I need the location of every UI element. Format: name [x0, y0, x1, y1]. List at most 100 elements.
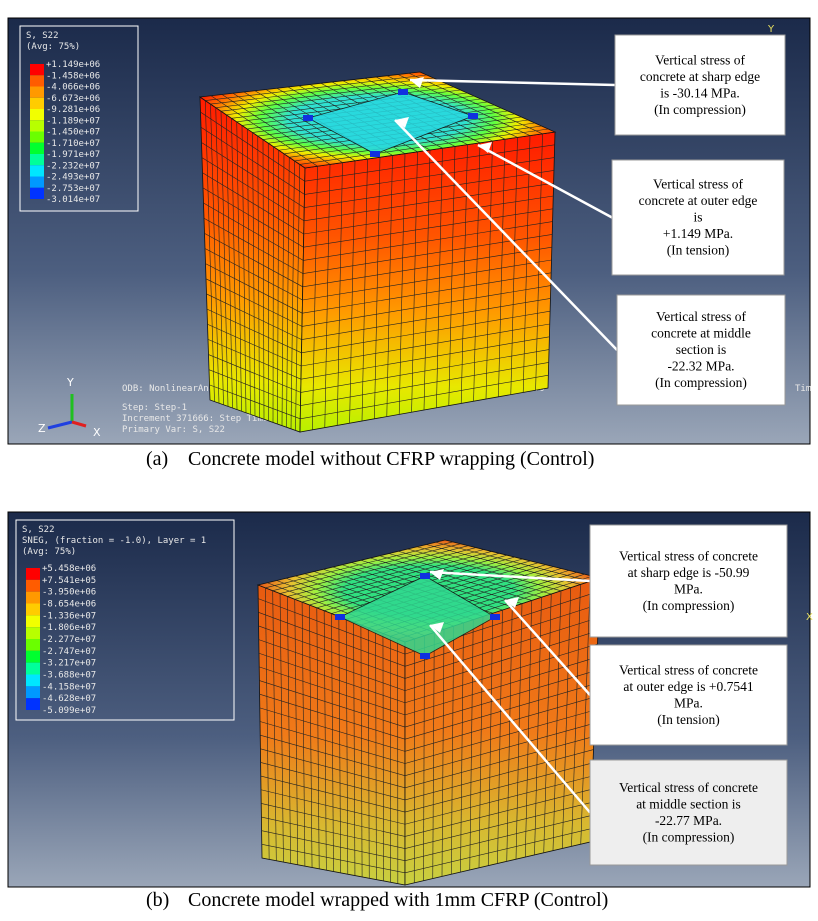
step-line: Primary Var: S, S22	[122, 425, 225, 435]
legend-swatch	[26, 627, 40, 639]
legend-value: -1.450e+07	[46, 128, 100, 138]
callout-text: at middle section is	[636, 796, 741, 811]
callout-text: (In tension)	[667, 243, 730, 258]
legend-value: -1.806e+07	[42, 623, 96, 633]
legend-swatch	[26, 568, 40, 580]
legend-swatch	[30, 87, 44, 98]
callout-text: +1.149 MPa.	[663, 226, 733, 241]
legend-value: -1.458e+06	[46, 71, 100, 81]
legend-value: -2.493e+07	[46, 173, 100, 183]
corner-node	[335, 614, 345, 620]
corner-node	[303, 115, 313, 121]
corner-node	[490, 614, 500, 620]
legend-header: SNEG, (fraction = -1.0), Layer = 1	[22, 536, 206, 546]
callout-text: (In compression)	[643, 829, 735, 844]
legend-swatch	[30, 98, 44, 109]
legend-swatch	[26, 675, 40, 687]
legend-swatch	[26, 580, 40, 592]
legend-swatch	[30, 132, 44, 143]
corner-axis-label: X	[806, 612, 813, 623]
callout-text: concrete at middle	[651, 326, 751, 341]
caption-text: Concrete model wrapped with 1mm CFRP (Co…	[188, 889, 608, 911]
corner-node	[420, 573, 430, 579]
legend-value: -2.232e+07	[46, 161, 100, 171]
callout-text: Vertical stress of concrete	[619, 662, 758, 677]
step-line: Step: Step-1	[122, 403, 187, 413]
corner-axis-label: Y	[767, 24, 775, 35]
legend-value: -1.971e+07	[46, 150, 100, 160]
callout-text: is -30.14 MPa.	[660, 85, 740, 100]
callout-text: -22.77 MPa.	[655, 813, 722, 828]
caption-label: (a)	[146, 448, 168, 470]
legend-swatch	[30, 143, 44, 154]
legend-value: -2.753e+07	[46, 184, 100, 194]
legend-value: +5.458e+06	[42, 564, 96, 574]
legend-value: -4.628e+07	[42, 694, 96, 704]
legend-swatch	[26, 615, 40, 627]
callout-text: (In compression)	[654, 102, 746, 117]
legend-swatch	[30, 120, 44, 131]
legend-swatch	[26, 639, 40, 651]
callout-text: concrete at sharp edge	[640, 69, 760, 84]
legend-value: -1.189e+07	[46, 116, 100, 126]
legend-swatch	[26, 686, 40, 698]
legend-swatch	[30, 154, 44, 165]
legend-value: -8.654e+06	[42, 600, 96, 610]
callout-text: Vertical stress of concrete	[619, 780, 758, 795]
corner-node	[398, 89, 408, 95]
callout-text: Vertical stress of	[653, 177, 743, 192]
legend-value: -5.099e+07	[42, 706, 96, 716]
legend-value: -9.281e+06	[46, 105, 100, 115]
corner-node	[370, 151, 380, 157]
legend-header: (Avg: 75%)	[26, 42, 80, 52]
legend-header: S, S22	[22, 525, 55, 535]
callout-text: MPa.	[674, 695, 703, 710]
callout-text: (In tension)	[657, 712, 720, 727]
callout-text: Vertical stress of	[655, 52, 745, 67]
callout-text: at sharp edge is -50.99	[628, 565, 750, 580]
triad-label: Y	[66, 376, 74, 389]
legend-value: -4.158e+07	[42, 682, 96, 692]
legend-swatch	[26, 663, 40, 675]
legend-swatch	[26, 604, 40, 616]
callout-text: -22.32 MPa.	[667, 359, 734, 374]
legend-swatch	[30, 165, 44, 176]
callout-text: is	[693, 210, 702, 225]
corner-node	[468, 113, 478, 119]
legend-value: -2.747e+07	[42, 647, 96, 657]
legend-value: -2.277e+07	[42, 635, 96, 645]
callout-text: (In compression)	[643, 598, 735, 613]
figure: ODB: NonlinearAnalysis_ControlModel.odb …	[0, 0, 818, 921]
legend-header: (Avg: 75%)	[22, 547, 76, 557]
legend-swatch	[26, 651, 40, 663]
legend-swatch	[30, 64, 44, 75]
legend-value: -1.710e+07	[46, 139, 100, 149]
legend-value: -1.336e+07	[42, 611, 96, 621]
caption-label: (b)	[146, 889, 169, 911]
legend-value: -3.014e+07	[46, 195, 100, 205]
legend-header: S, S22	[26, 31, 59, 41]
corner-node	[420, 653, 430, 659]
callout-text: MPa.	[674, 581, 703, 596]
legend-swatch	[30, 188, 44, 199]
callout-text: Vertical stress of	[656, 309, 746, 324]
legend-value: -3.217e+07	[42, 659, 96, 669]
callout-text: section is	[676, 342, 727, 357]
legend-swatch	[30, 109, 44, 120]
legend-swatch	[26, 592, 40, 604]
caption-text: Concrete model without CFRP wrapping (Co…	[188, 448, 594, 470]
legend-value: +1.149e+06	[46, 60, 100, 70]
callout-text: concrete at outer edge	[639, 193, 758, 208]
triad-label: Z	[38, 422, 46, 435]
callout-text: (In compression)	[655, 375, 747, 390]
legend-value: +7.541e+05	[42, 576, 96, 586]
legend-value: -3.950e+06	[42, 588, 96, 598]
legend-swatch	[26, 698, 40, 710]
legend-swatch	[30, 177, 44, 188]
legend-value: -3.688e+07	[42, 671, 96, 681]
legend-swatch	[30, 75, 44, 86]
callout-text: at outer edge is +0.7541	[623, 679, 753, 694]
status-line: Tim	[795, 384, 811, 394]
legend-value: -6.673e+06	[46, 94, 100, 104]
callout-text: Vertical stress of concrete	[619, 548, 758, 563]
